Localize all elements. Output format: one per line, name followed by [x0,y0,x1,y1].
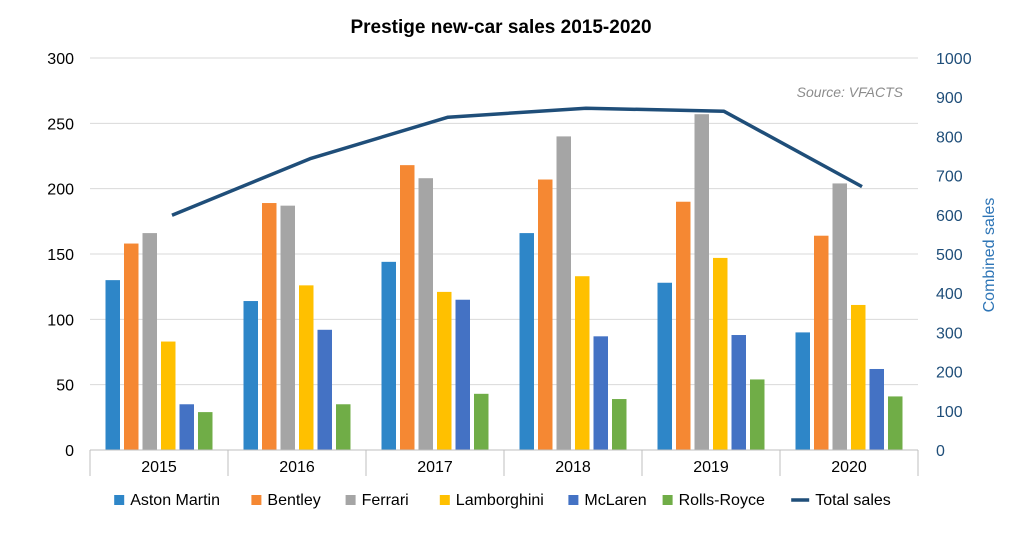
y-tick-label: 0 [65,443,74,460]
x-tick-label: 2019 [693,459,729,476]
bar-lamborghini [713,257,728,450]
bar-lamborghini [851,304,866,450]
x-tick-label: 2020 [831,459,867,476]
bar-lamborghini [299,285,314,450]
x-tick-label: 2015 [141,459,177,476]
y-tick-label: 150 [47,247,74,264]
y2-tick-label: 800 [936,129,963,146]
bar-bentley [262,203,277,450]
bar-mclaren [455,299,470,450]
bar-mclaren [731,335,746,450]
axes: 0 50 100 150 200 250 300 0 100 200 300 400 500 600 700… [47,51,972,476]
bar-rolls-royce [888,396,903,450]
bar-lamborghini [437,291,452,450]
legend-label-ferrari: Ferrari [362,492,409,509]
bar-ferrari [694,114,709,450]
bar-ferrari [280,205,295,450]
legend-swatch-mclaren [568,495,579,505]
y2-tick-label: 700 [936,169,963,186]
y-tick-label: 300 [47,51,74,68]
bar-lamborghini [575,276,590,450]
y2-tick-label: 0 [936,443,945,460]
y2-tick-label: 300 [936,325,963,342]
legend-label-total-sales: Total sales [815,492,891,509]
bar-rolls-royce [750,379,765,450]
bar-mclaren [869,368,884,450]
legend-swatch-aston-martin [114,495,125,505]
bar-ferrari [556,136,571,450]
legend-swatch-lamborghini [439,495,450,505]
y-tick-label: 50 [56,378,74,395]
y2-tick-label: 100 [936,404,963,421]
y-tick-label: 100 [47,312,74,329]
total-sales-line [171,106,863,217]
chart-title: Prestige new-car sales 2015-2020 [350,17,651,38]
bar-rolls-royce [198,412,213,450]
bar-ferrari [418,178,433,451]
y2-tick-label: 200 [936,365,963,382]
bar-ferrari [832,183,847,450]
bar-mclaren [317,329,332,450]
bar-bentley [124,243,139,450]
bar-aston-martin [243,301,258,450]
bar-aston-martin [657,282,672,450]
bar-bentley [814,235,829,450]
bar-aston-martin [519,233,534,450]
legend: Aston Martin Bentley Ferrari Lamborghini McL… [114,492,891,509]
y2-tick-label: 1000 [936,51,972,68]
y2-tick-label: 600 [936,208,963,225]
x-tick-label: 2017 [417,459,453,476]
bar-lamborghini [161,341,176,450]
bar-bentley [538,179,553,450]
bar-rolls-royce [474,393,489,450]
legend-swatch-rolls-royce [662,495,673,505]
bar-aston-martin [795,332,810,450]
legend-label-bentley: Bentley [267,492,320,509]
x-tick-label: 2016 [279,459,315,476]
grid [90,57,918,386]
y-tick-label: 200 [47,182,74,199]
bar-aston-martin [381,261,396,450]
y2-tick-label: 400 [936,286,963,303]
legend-label-aston-martin: Aston Martin [130,492,220,509]
legend-label-lamborghini: Lamborghini [456,492,544,509]
legend-swatch-ferrari [345,495,356,505]
bar-aston-martin [105,280,120,450]
bars [105,114,903,451]
bar-bentley [676,201,691,450]
total-sales-line-layer [171,106,863,217]
legend-label-rolls-royce: Rolls-Royce [679,492,765,509]
bar-mclaren [593,336,608,450]
legend-swatch-bentley [251,495,262,505]
y-tick-label: 250 [47,116,74,133]
secondary-axis-label: Combined sales [981,198,998,313]
bar-ferrari [142,233,157,450]
y2-tick-label: 500 [936,247,963,264]
bar-rolls-royce [336,404,351,450]
y2-tick-label: 900 [936,90,963,107]
source-annotation: Source: VFACTS [797,84,904,100]
bar-mclaren [179,404,194,450]
legend-label-mclaren: McLaren [584,492,646,509]
bar-bentley [400,165,415,450]
x-tick-label: 2018 [555,459,591,476]
bar-rolls-royce [612,399,627,450]
